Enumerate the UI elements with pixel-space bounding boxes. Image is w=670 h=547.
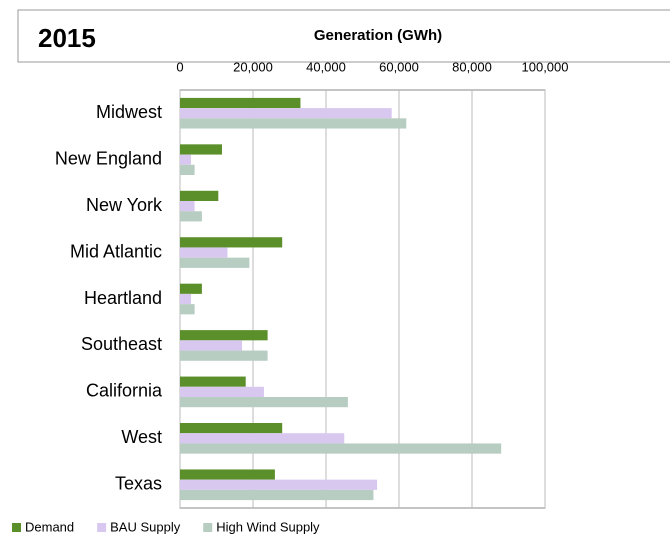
bar — [180, 211, 202, 222]
legend-label: High Wind Supply — [216, 519, 320, 534]
bar — [180, 386, 264, 397]
legend-label: Demand — [25, 519, 74, 534]
y-tick-label: Midwest — [96, 102, 162, 122]
bar — [180, 190, 219, 202]
bar — [180, 118, 407, 129]
y-tick-label: Heartland — [84, 288, 162, 308]
bar — [180, 376, 246, 387]
bar — [180, 108, 392, 119]
bar — [180, 469, 275, 480]
legend-swatch — [203, 523, 213, 532]
y-tick-label: Texas — [115, 474, 162, 494]
y-tick-label: Southeast — [81, 334, 162, 354]
bar — [180, 433, 345, 444]
legend-label: BAU Supply — [110, 519, 181, 534]
legend-swatch — [12, 523, 21, 532]
bar — [180, 201, 195, 212]
title-box — [17, 9, 670, 63]
legend-swatch — [97, 523, 107, 532]
x-axis-title: Generation (GWh) — [314, 27, 442, 44]
bar — [180, 164, 195, 175]
y-tick-label: California — [86, 381, 163, 401]
bar — [180, 443, 502, 454]
bar — [180, 154, 191, 165]
y-tick-label: Mid Atlantic — [70, 241, 162, 261]
chart-title: 2015 — [38, 23, 96, 53]
bar — [180, 423, 283, 434]
bar — [180, 237, 283, 248]
x-tick-label: 40,000 — [306, 59, 346, 74]
bar — [180, 293, 191, 305]
bar — [180, 396, 348, 408]
x-tick-label: 20,000 — [233, 59, 273, 74]
bar — [180, 283, 202, 294]
y-tick-label: New England — [55, 148, 162, 168]
bar — [180, 257, 250, 268]
bar — [180, 247, 228, 258]
bar — [180, 97, 301, 109]
x-tick-label: 60,000 — [379, 59, 419, 74]
bar — [180, 350, 268, 361]
bar — [180, 479, 378, 490]
x-tick-label: 0 — [176, 59, 183, 74]
x-tick-label: 100,000 — [522, 59, 569, 74]
y-tick-label: New York — [86, 195, 163, 215]
bar — [180, 304, 195, 315]
bar — [180, 340, 243, 351]
bar — [180, 489, 374, 501]
bar — [180, 144, 222, 155]
x-tick-label: 80,000 — [452, 59, 492, 74]
bar — [180, 330, 268, 341]
y-tick-label: West — [121, 427, 162, 447]
